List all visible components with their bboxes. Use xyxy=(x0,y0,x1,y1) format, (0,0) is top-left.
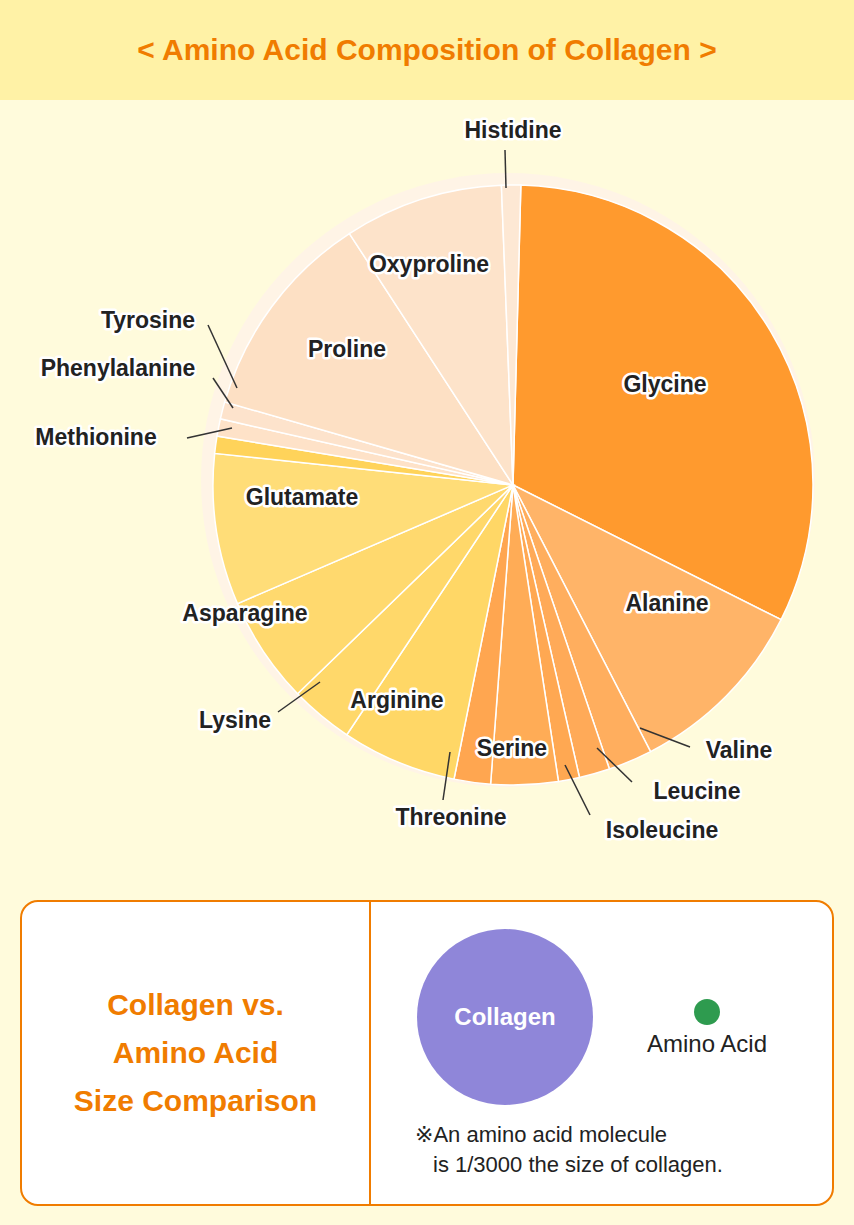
html-text:Amino Acid: Amino Acid xyxy=(112,1036,279,1069)
svg-text:Arginine: Arginine xyxy=(350,687,443,713)
svg-text:Glycine: Glycine xyxy=(623,371,706,397)
html-text:is 1/3000 the size of collagen: is 1/3000 the size of collagen. xyxy=(433,1152,723,1177)
svg-text:Histidine: Histidine xyxy=(464,117,561,143)
svg-text:Glutamate: Glutamate xyxy=(246,484,358,510)
svg-text:Serine: Serine xyxy=(477,735,547,761)
html-text:Size Comparison: Size Comparison xyxy=(73,1084,318,1117)
svg-text:Oxyproline: Oxyproline xyxy=(369,251,489,277)
html-text:< Amino Acid Composition of Co: < Amino Acid Composition of Collagen > xyxy=(137,33,717,66)
svg-text:Asparagine: Asparagine xyxy=(182,600,307,626)
html-text:※An amino acid molecule: ※An amino acid molecule xyxy=(415,1122,667,1147)
svg-text:Leucine: Leucine xyxy=(654,778,741,804)
html-text:Collagen vs.: Collagen vs. xyxy=(107,988,284,1021)
svg-text:Isoleucine: Isoleucine xyxy=(606,817,718,843)
svg-text:Valine: Valine xyxy=(706,737,772,763)
html-text:Collagen: Collagen xyxy=(454,1003,556,1030)
svg-text:Alanine: Alanine xyxy=(625,590,708,616)
svg-text:Phenylalanine: Phenylalanine xyxy=(41,355,196,381)
svg-text:Methionine: Methionine xyxy=(35,424,156,450)
html-text:Amino Acid: Amino Acid xyxy=(647,1030,767,1057)
svg-text:Lysine: Lysine xyxy=(199,707,271,733)
svg-text:Proline: Proline xyxy=(308,336,386,362)
svg-text:Tyrosine: Tyrosine xyxy=(101,307,195,333)
svg-text:Threonine: Threonine xyxy=(395,804,506,830)
